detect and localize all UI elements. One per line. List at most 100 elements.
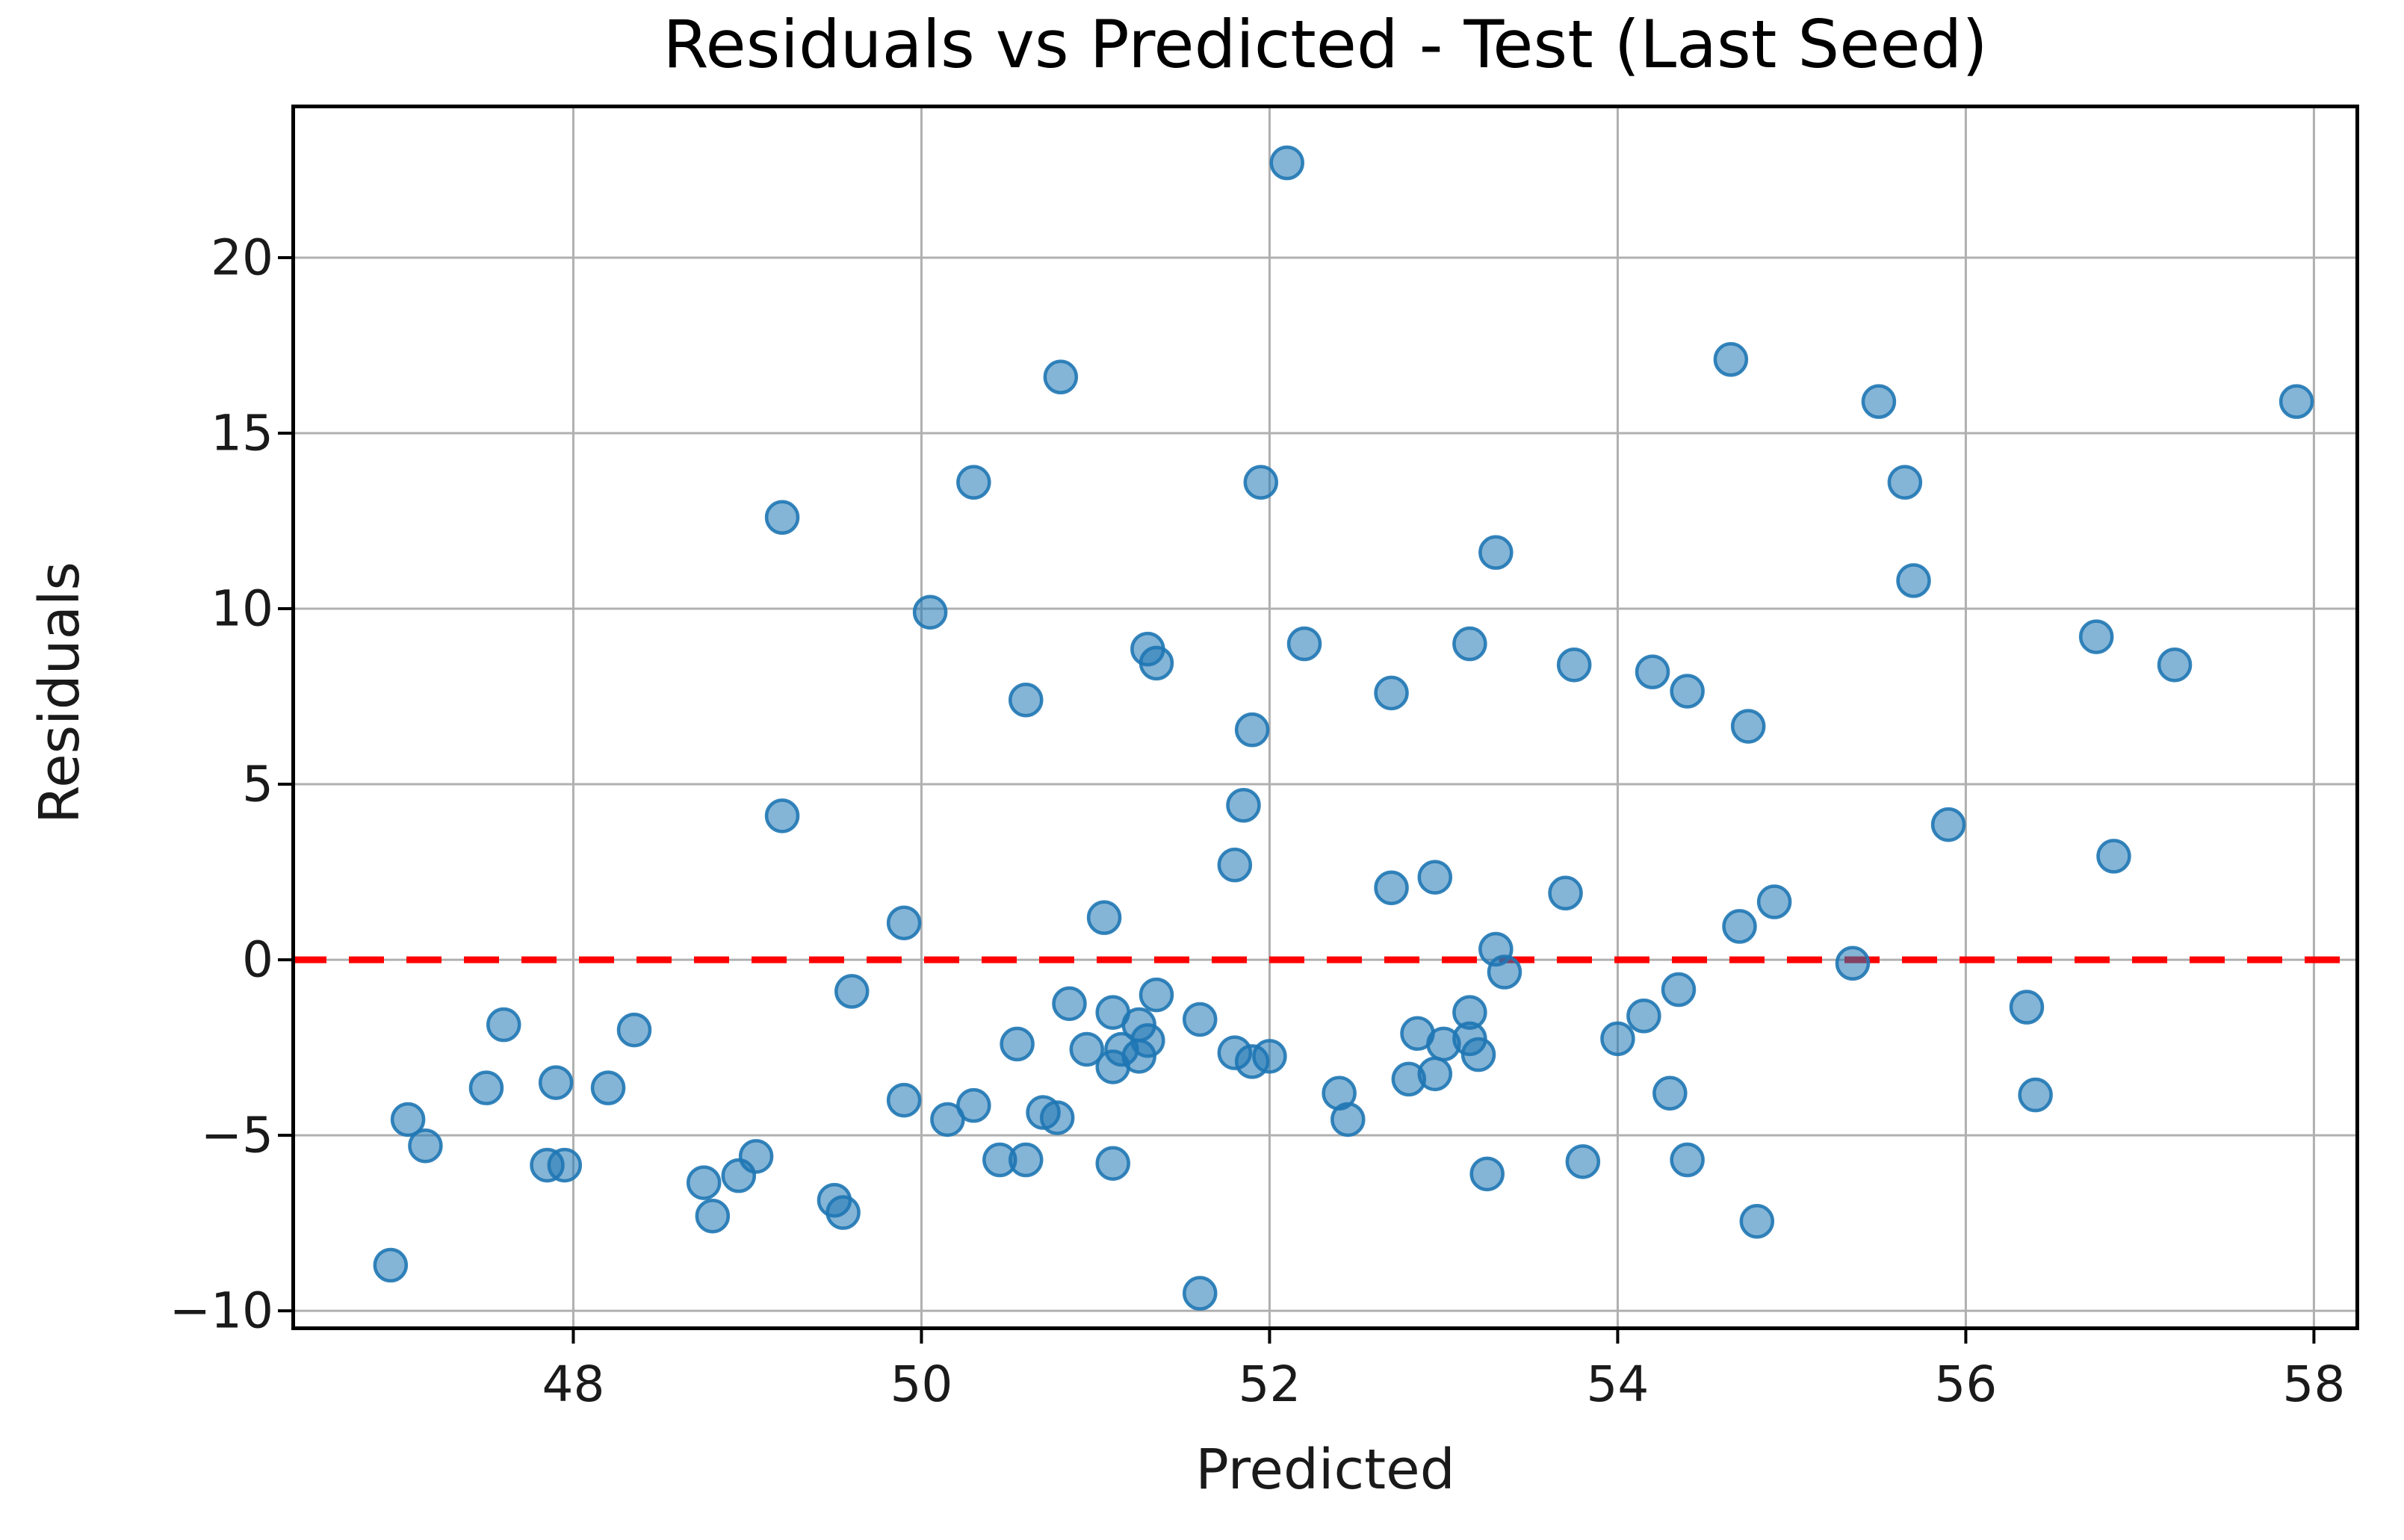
data-point xyxy=(1417,860,1453,895)
data-point xyxy=(1182,1002,1218,1037)
data-point xyxy=(886,905,922,940)
data-point xyxy=(686,1165,722,1200)
data-point xyxy=(1226,788,1261,823)
data-point xyxy=(2018,1077,2053,1113)
data-point xyxy=(695,1198,731,1234)
data-point xyxy=(1139,645,1174,681)
data-point xyxy=(1269,145,1304,181)
data-point xyxy=(1887,465,1923,500)
data-point xyxy=(1756,884,1792,919)
data-point xyxy=(1730,709,1766,744)
data-point xyxy=(1234,712,1270,748)
data-point xyxy=(764,500,800,535)
data-point xyxy=(1930,807,1966,842)
data-point xyxy=(1043,359,1079,395)
data-point xyxy=(1861,384,1897,419)
data-point xyxy=(468,1070,504,1105)
y-tick-label: 5 xyxy=(242,755,273,813)
data-point xyxy=(1670,674,1705,709)
data-point xyxy=(1460,1037,1496,1072)
data-point xyxy=(2157,647,2193,683)
data-point xyxy=(930,1102,965,1137)
data-point xyxy=(538,1065,574,1100)
data-point xyxy=(2009,990,2045,1025)
data-point xyxy=(738,1139,774,1174)
x-axis-label: Predicted xyxy=(1195,1438,1455,1502)
data-point xyxy=(1374,870,1409,905)
data-point xyxy=(1095,1146,1130,1181)
data-point xyxy=(1469,1156,1505,1192)
chart-title: Residuals vs Predicted - Test (Last Seed… xyxy=(663,6,1988,83)
data-point xyxy=(825,1195,861,1230)
data-point xyxy=(1130,1022,1165,1058)
data-point xyxy=(1548,875,1583,911)
data-point xyxy=(2096,839,2131,874)
plot-area xyxy=(278,105,2359,1344)
data-point xyxy=(2278,384,2314,419)
data-point xyxy=(547,1147,583,1183)
data-point xyxy=(373,1247,409,1283)
data-point xyxy=(1487,954,1522,990)
data-point xyxy=(590,1070,626,1105)
data-point xyxy=(1722,909,1757,944)
data-point xyxy=(1252,1039,1287,1074)
data-point xyxy=(486,1007,521,1043)
data-point xyxy=(408,1128,443,1164)
data-point xyxy=(1391,1061,1427,1097)
y-tick-label: 0 xyxy=(242,931,273,989)
data-point xyxy=(1008,1142,1044,1178)
data-point xyxy=(1626,999,1661,1034)
data-point xyxy=(1670,1142,1705,1178)
data-point xyxy=(1835,946,1871,981)
data-point xyxy=(1330,1102,1366,1137)
data-point xyxy=(764,798,800,833)
data-point xyxy=(956,1087,991,1123)
data-point xyxy=(1478,535,1514,571)
x-tick-label: 58 xyxy=(2282,1356,2346,1413)
data-point xyxy=(1286,626,1322,662)
data-point xyxy=(1635,654,1670,689)
x-tick-label: 52 xyxy=(1238,1356,1301,1413)
data-point xyxy=(1452,626,1487,662)
scatter-plot-svg xyxy=(278,105,2359,1344)
data-point xyxy=(1000,1026,1035,1062)
data-point xyxy=(1139,977,1174,1013)
data-point xyxy=(1095,1049,1130,1084)
data-point xyxy=(1600,1021,1635,1057)
data-point xyxy=(390,1102,426,1137)
data-point xyxy=(1069,1031,1105,1067)
data-point xyxy=(1052,986,1087,1022)
data-point xyxy=(1739,1204,1775,1239)
y-axis-label: Residuals xyxy=(28,561,92,824)
y-tick-label: −10 xyxy=(169,1282,273,1340)
data-point xyxy=(1374,675,1409,711)
y-tick-label: 20 xyxy=(211,229,273,287)
data-point xyxy=(956,465,991,500)
data-point xyxy=(1713,342,1749,377)
data-point xyxy=(1243,465,1279,500)
x-tick-label: 54 xyxy=(1586,1356,1649,1413)
data-point xyxy=(912,594,948,630)
data-point xyxy=(1086,900,1122,935)
axes-spines xyxy=(291,105,2359,1330)
data-point xyxy=(1182,1276,1218,1311)
data-point xyxy=(1556,647,1592,683)
data-point xyxy=(1039,1100,1075,1135)
x-tick-label: 56 xyxy=(1934,1356,1998,1413)
data-point xyxy=(616,1012,652,1048)
data-point xyxy=(1565,1144,1601,1179)
data-point xyxy=(886,1082,922,1118)
x-tick-label: 50 xyxy=(890,1356,953,1413)
data-point xyxy=(834,974,870,1009)
data-point xyxy=(1661,972,1697,1007)
data-point xyxy=(1217,847,1253,883)
data-point xyxy=(2078,619,2114,654)
y-tick-label: −5 xyxy=(200,1106,273,1164)
y-tick-label: 15 xyxy=(211,404,273,462)
data-point xyxy=(1896,563,1931,598)
y-tick-label: 10 xyxy=(211,580,273,638)
x-tick-label: 48 xyxy=(542,1356,605,1413)
data-point xyxy=(1008,682,1044,718)
data-point xyxy=(1652,1075,1688,1111)
